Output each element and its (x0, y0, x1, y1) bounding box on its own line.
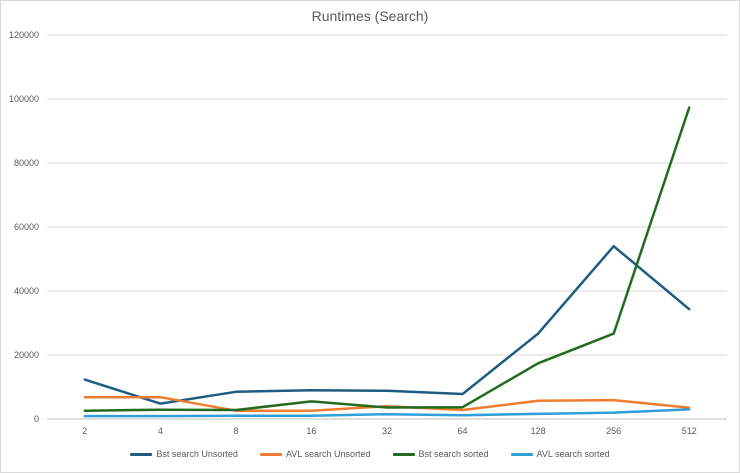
series-line-2 (83, 106, 691, 412)
y-tick-label: 60000 (14, 222, 39, 232)
y-tick-label: 40000 (14, 286, 39, 296)
y-tick-label: 120000 (9, 30, 39, 40)
x-tick-label: 8 (233, 426, 238, 436)
legend-label: AVL search sorted (536, 449, 610, 459)
legend-item: AVL search Unsorted (259, 449, 371, 459)
x-tick-label: 4 (158, 426, 163, 436)
y-tick-label: 20000 (14, 350, 39, 360)
legend-swatch (130, 452, 153, 456)
legend-item: Bst search Unsorted (130, 449, 238, 459)
legend-swatch (510, 452, 533, 456)
series-line-3 (83, 408, 691, 418)
series-line-0 (83, 244, 691, 405)
y-tick-label: 80000 (14, 158, 39, 168)
x-tick-label: 32 (382, 426, 392, 436)
x-tick-label: 128 (531, 426, 546, 436)
y-tick-label: 0 (34, 414, 39, 424)
x-tick-label: 2 (82, 426, 87, 436)
series-line-1 (83, 395, 691, 412)
x-tick-label: 64 (458, 426, 468, 436)
chart-legend: Bst search Unsorted AVL search Unsorted Bs… (0, 449, 740, 459)
legend-swatch (259, 452, 282, 456)
legend-swatch (392, 452, 415, 456)
legend-label: Bst search Unsorted (156, 449, 238, 459)
y-tick-label: 100000 (9, 94, 39, 104)
legend-label: AVL search Unsorted (285, 449, 371, 459)
legend-label: Bst search sorted (418, 449, 489, 459)
legend-item: Bst search sorted (392, 449, 489, 459)
legend-item: AVL search sorted (510, 449, 610, 459)
x-tick-label: 256 (606, 426, 621, 436)
x-tick-label: 512 (682, 426, 697, 436)
chart-title: Runtimes (Search) (311, 8, 429, 24)
x-tick-label: 16 (306, 426, 316, 436)
